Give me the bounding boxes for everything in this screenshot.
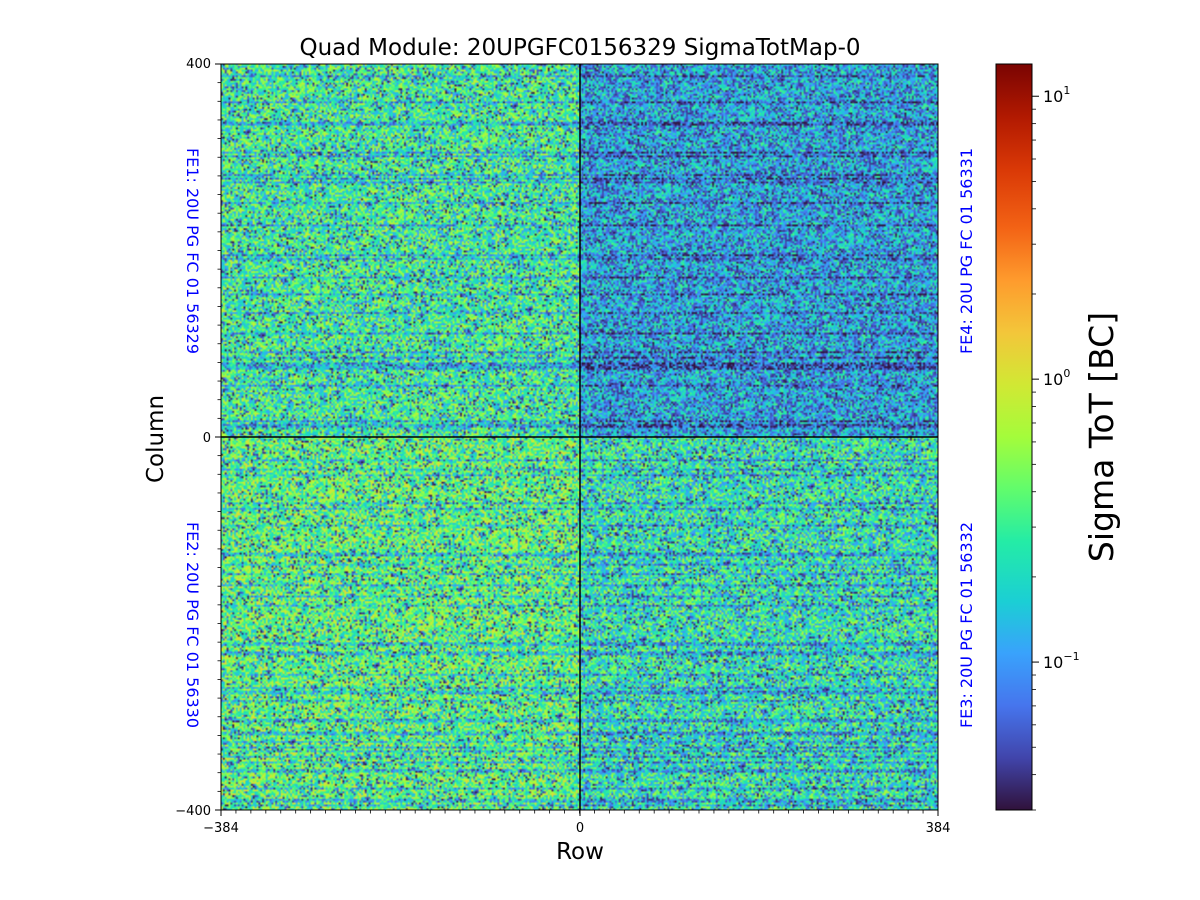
x-axis-label: Row [556,839,604,865]
x-axis: −384 0 384 Row [203,810,950,865]
colorbar-tick-label: 100 [1043,367,1070,389]
colorbar-tick-label: 101 [1043,84,1070,106]
y-tick-label: 400 [186,57,211,72]
chart-title: Quad Module: 20UPGFC0156329 SigmaTotMap-… [300,35,861,61]
chip-label-fe4: FE4: 20U PG FC 01 56331 [957,148,976,354]
chip-labels: FE1: 20U PG FC 01 56329 FE2: 20U PG FC 0… [183,148,976,728]
chip-label-fe2: FE2: 20U PG FC 01 56330 [183,522,202,728]
x-tick-label: 384 [926,821,951,836]
colorbar-gradient [995,63,1033,811]
y-tick-label: −400 [175,804,211,819]
y-tick-label: 0 [203,431,211,446]
colorbar-label: Sigma ToT [BC] [1082,312,1121,562]
y-axis: 400 0 −400 Column [143,57,221,819]
chip-label-fe1: FE1: 20U PG FC 01 56329 [183,148,202,354]
heatmap-plot-area [220,63,939,811]
colorbar-tick-label: 10−1 [1043,650,1080,672]
y-axis-label: Column [143,395,169,483]
x-tick-label: 0 [576,821,584,836]
chip-label-fe3: FE3: 20U PG FC 01 56332 [957,522,976,728]
colorbar-major-ticks: 10−1 100 101 [1032,84,1080,672]
minor-ticks [217,63,939,814]
x-tick-label: −384 [203,821,239,836]
colorbar-minor-ticks [1032,108,1036,811]
colorbar: 10−1 100 101 Sigma ToT [BC] [995,63,1121,811]
